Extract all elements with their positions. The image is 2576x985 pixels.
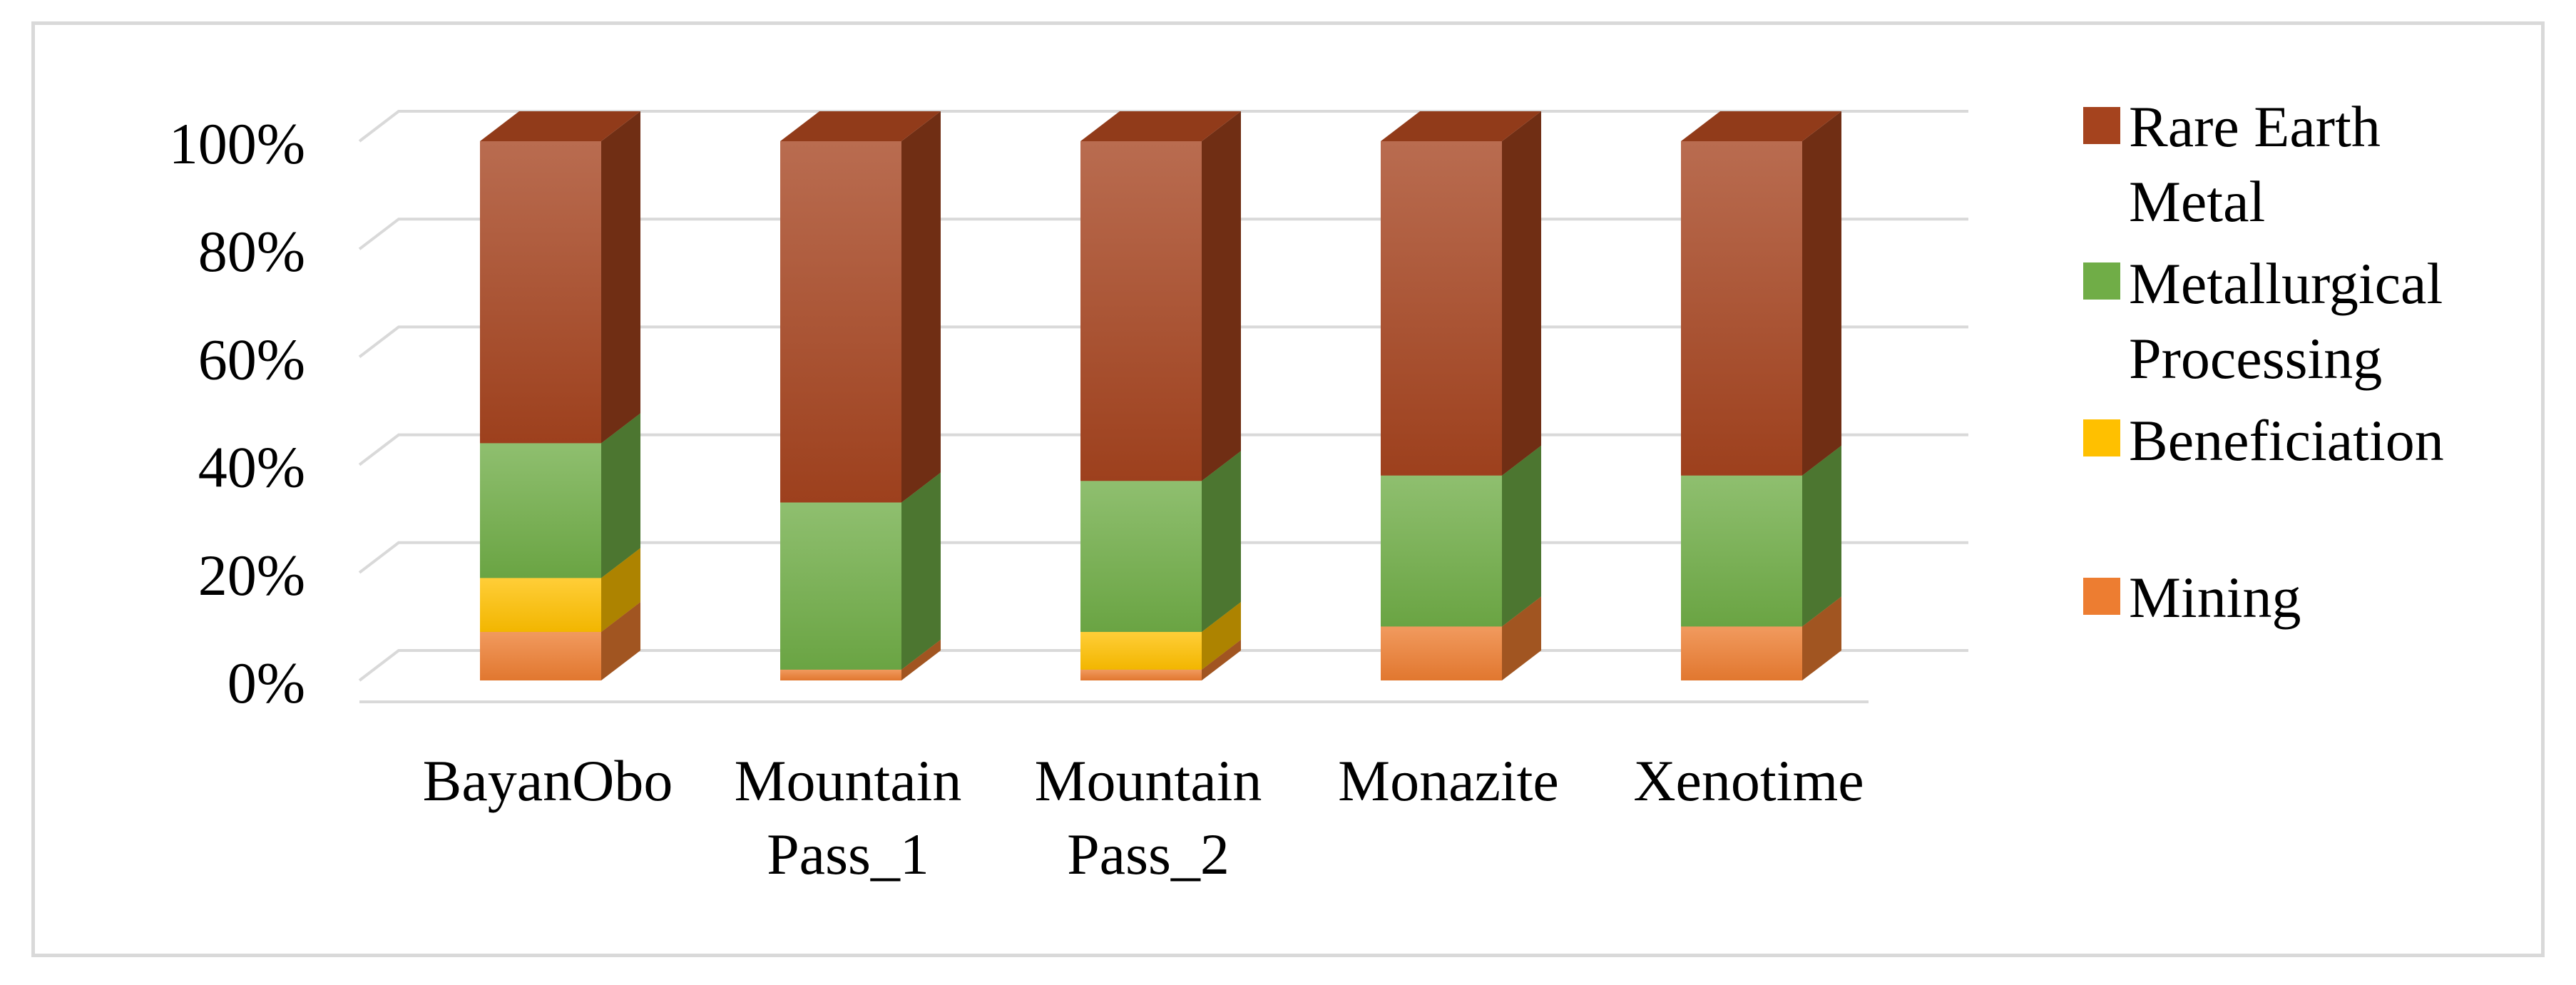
bar-stack [780, 111, 941, 680]
bar-segment [480, 111, 640, 444]
legend-label: Beneficiation [2129, 408, 2444, 473]
svg-text:BayanObo: BayanObo [423, 748, 673, 813]
svg-text:Xenotime: Xenotime [1633, 748, 1864, 813]
legend-swatch [2083, 107, 2120, 144]
y-tick-label: 40% [198, 435, 305, 500]
legend-label: Mining [2129, 565, 2301, 630]
y-tick-label: 60% [198, 327, 305, 392]
bar-stack [480, 111, 640, 680]
legend-swatch [2083, 578, 2120, 615]
y-tick-label: 20% [198, 543, 305, 608]
svg-text:Mountain: Mountain [735, 748, 962, 813]
x-tick-label: Mountain Pass_2 [1035, 748, 1262, 887]
x-tick-label: Monazite [1338, 748, 1559, 813]
x-axis-ticks: BayanObo Mountain Pass_1 Mountain Pass_2 Mona… [423, 748, 1864, 887]
x-tick-label: Xenotime [1633, 748, 1864, 813]
bar-stack [1381, 111, 1541, 680]
bar-segment [1681, 111, 1841, 476]
legend-label: Rare Earth [2129, 94, 2381, 159]
legend-item: Rare Earth Metal [2083, 94, 2381, 234]
legend-label: Metal [2129, 169, 2265, 234]
bar-segment [1381, 445, 1541, 627]
svg-text:Pass_1: Pass_1 [767, 822, 929, 887]
bar-stack [1681, 111, 1841, 680]
bar-segment [1381, 111, 1541, 476]
legend-label: Processing [2129, 326, 2382, 391]
svg-text:Monazite: Monazite [1338, 748, 1559, 813]
y-tick-label: 0% [228, 650, 305, 715]
bar-stack [1080, 111, 1241, 680]
legend: Rare Earth Metal Metallurgical Processing Be… [2083, 94, 2444, 630]
x-tick-label: Mountain Pass_1 [735, 748, 962, 887]
legend-swatch [2083, 262, 2120, 300]
y-tick-label: 100% [169, 111, 305, 176]
legend-item: Mining [2083, 565, 2301, 630]
legend-item: Metallurgical Processing [2083, 251, 2443, 391]
legend-item: Beneficiation [2083, 408, 2444, 473]
svg-text:Pass_2: Pass_2 [1067, 822, 1230, 887]
bar-segment [780, 111, 941, 503]
y-tick-label: 80% [198, 219, 305, 284]
bars [480, 111, 1841, 680]
x-tick-label: BayanObo [423, 748, 673, 813]
legend-swatch [2083, 419, 2120, 456]
bar-segment [1080, 111, 1241, 481]
y-axis-ticks: 0% 20% 40% 60% 80% 100% [169, 111, 305, 715]
chart-frame [31, 21, 2545, 957]
legend-label: Metallurgical [2129, 251, 2443, 316]
svg-text:Mountain: Mountain [1035, 748, 1262, 813]
